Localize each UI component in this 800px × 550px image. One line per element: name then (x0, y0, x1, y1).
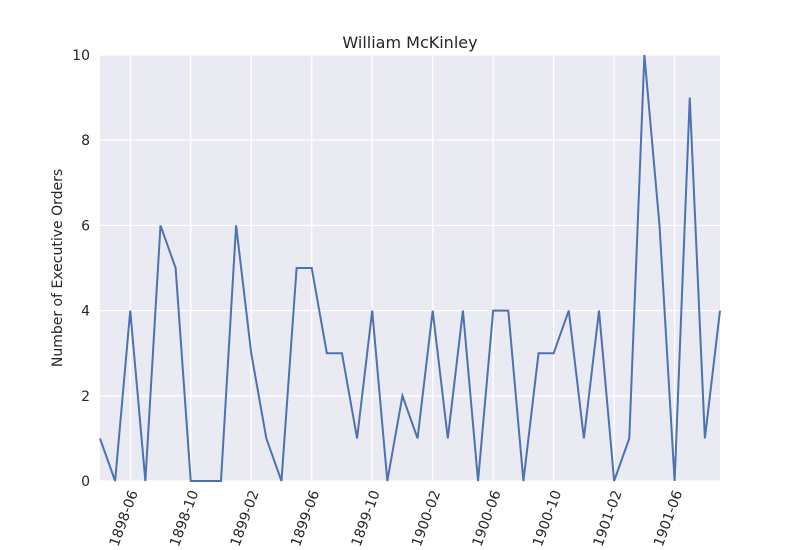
x-tick-labels: 1898-06 1898-10 1899-02 1899-06 1899-10 1900-… (107, 488, 686, 549)
y-tick-label: 6 (81, 218, 90, 234)
x-tick-label: 1898-06 (107, 488, 142, 549)
chart-title: William McKinley (342, 33, 477, 52)
series-line (99, 54, 721, 482)
y-axis-label: Number of Executive Orders (50, 169, 66, 367)
data-points (99, 54, 721, 482)
x-tick-label: 1899-06 (288, 488, 323, 549)
x-tick-label: 1901-06 (651, 488, 686, 549)
x-tick-label: 1901-02 (591, 488, 626, 548)
x-tick-label: 1900-06 (470, 488, 505, 549)
y-tick-label: 4 (81, 304, 90, 320)
x-tick-label: 1900-10 (530, 488, 565, 548)
x-tick-label: 1900-02 (409, 488, 444, 548)
x-tick-label: 1898-10 (167, 488, 202, 548)
y-tick-labels: 0 2 4 6 8 10 (72, 48, 90, 490)
y-tick-label: 2 (81, 389, 90, 405)
x-gridlines (129, 55, 676, 481)
plot-background (100, 55, 720, 481)
y-tick-label: 8 (81, 133, 90, 149)
x-tick-label: 1899-10 (349, 488, 384, 548)
y-tick-label: 10 (72, 48, 90, 64)
y-tick-label: 0 (81, 474, 90, 490)
x-tick-label: 1899-02 (228, 488, 263, 548)
